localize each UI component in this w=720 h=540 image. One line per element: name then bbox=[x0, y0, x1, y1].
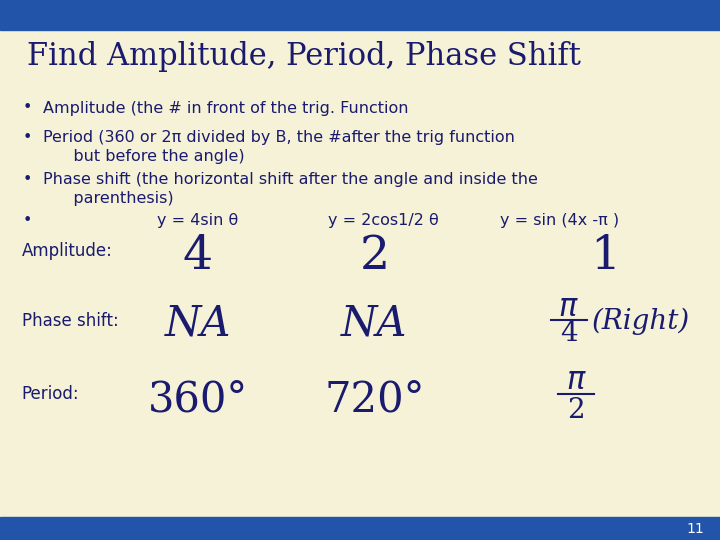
Text: Find Amplitude, Period, Phase Shift: Find Amplitude, Period, Phase Shift bbox=[27, 41, 581, 72]
Text: but before the angle): but before the angle) bbox=[58, 149, 244, 164]
Text: 4: 4 bbox=[560, 320, 577, 347]
Text: 11: 11 bbox=[686, 522, 704, 536]
Text: parenthesis): parenthesis) bbox=[58, 191, 174, 206]
Text: y = 2cos1/2 θ: y = 2cos1/2 θ bbox=[328, 213, 438, 228]
Text: 1: 1 bbox=[590, 234, 620, 279]
Text: •: • bbox=[23, 213, 32, 228]
Text: Phase shift (the horizontal shift after the angle and inside the: Phase shift (the horizontal shift after … bbox=[43, 172, 538, 187]
Text: •: • bbox=[23, 130, 32, 145]
Text: y = 4sin θ: y = 4sin θ bbox=[157, 213, 238, 228]
Bar bbox=[0, 517, 720, 540]
Text: 2: 2 bbox=[359, 234, 390, 279]
Text: Phase shift:: Phase shift: bbox=[22, 312, 118, 330]
Text: NA: NA bbox=[165, 303, 231, 345]
Text: Amplitude:: Amplitude: bbox=[22, 242, 112, 260]
Text: NA: NA bbox=[341, 303, 408, 345]
Text: Period:: Period: bbox=[22, 385, 79, 403]
Text: $\pi$: $\pi$ bbox=[566, 366, 586, 395]
Text: Period (360 or 2π divided by B, the #after the trig function: Period (360 or 2π divided by B, the #aft… bbox=[43, 130, 515, 145]
Text: 360°: 360° bbox=[148, 379, 248, 421]
Text: (Right): (Right) bbox=[592, 308, 690, 335]
Text: •: • bbox=[23, 172, 32, 187]
Text: 2: 2 bbox=[567, 397, 585, 424]
Text: y = sin (4x -π ): y = sin (4x -π ) bbox=[500, 213, 619, 228]
Text: •: • bbox=[23, 100, 32, 116]
Text: Amplitude (the # in front of the trig. Function: Amplitude (the # in front of the trig. F… bbox=[43, 100, 409, 116]
Text: 720°: 720° bbox=[324, 379, 425, 421]
Text: 4: 4 bbox=[183, 234, 213, 279]
Bar bbox=[0, 0, 720, 30]
Text: $\pi$: $\pi$ bbox=[559, 293, 579, 322]
